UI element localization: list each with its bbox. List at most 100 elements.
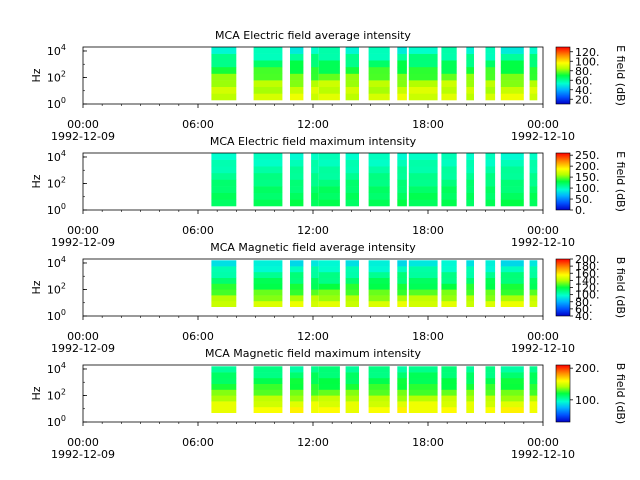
data-segment bbox=[408, 47, 438, 101]
spectral-band bbox=[345, 199, 359, 207]
spectral-band bbox=[500, 401, 524, 408]
spectral-band bbox=[408, 199, 438, 207]
spectral-band bbox=[397, 277, 407, 284]
spectral-band bbox=[408, 377, 438, 384]
spectral-band bbox=[485, 401, 496, 408]
spectral-band bbox=[318, 377, 340, 384]
spectral-band bbox=[211, 271, 237, 278]
spectral-band bbox=[290, 159, 304, 167]
spectral-band bbox=[345, 295, 359, 302]
spectral-band bbox=[345, 300, 359, 307]
spectral-band bbox=[529, 366, 538, 373]
spectral-band bbox=[500, 283, 524, 290]
data-segment bbox=[368, 260, 390, 307]
colorbar-tick-label: 200. bbox=[575, 160, 600, 173]
spectral-band bbox=[368, 406, 390, 413]
spectral-band bbox=[485, 260, 496, 267]
spectral-band bbox=[408, 179, 438, 187]
spectral-band bbox=[466, 53, 474, 61]
x-tick-label: 12:00 bbox=[297, 118, 329, 131]
colorbar-tick-label: 100. bbox=[575, 394, 600, 407]
colorbar-tick-label: 80. bbox=[575, 296, 593, 309]
spectral-band bbox=[397, 260, 407, 267]
spectral-band bbox=[397, 60, 407, 68]
spectral-band bbox=[408, 401, 438, 408]
spectral-band bbox=[253, 166, 283, 174]
spectral-band bbox=[290, 93, 304, 101]
spectral-band bbox=[500, 366, 524, 373]
x-tick-date: 1992-12-09 bbox=[51, 342, 115, 355]
data-segment bbox=[253, 366, 283, 413]
spectral-band bbox=[290, 186, 304, 193]
colorbar-label: B field (dB) bbox=[614, 257, 627, 318]
spectral-band bbox=[253, 271, 283, 278]
spectral-band bbox=[311, 192, 319, 200]
spectral-band bbox=[318, 389, 340, 396]
spectral-band bbox=[368, 179, 390, 187]
spectral-band bbox=[318, 179, 340, 187]
spectral-band bbox=[253, 295, 283, 302]
spectral-band bbox=[466, 406, 474, 413]
spectral-band bbox=[311, 153, 319, 160]
spectral-band bbox=[408, 372, 438, 379]
spectral-band bbox=[253, 53, 283, 61]
spectral-band bbox=[408, 73, 438, 81]
spectral-band bbox=[466, 93, 474, 101]
spectral-band bbox=[318, 66, 340, 74]
spectral-band bbox=[397, 80, 407, 87]
spectral-band bbox=[253, 159, 283, 167]
chart-title: MCA Magnetic field average intensity bbox=[210, 241, 416, 254]
spectral-band bbox=[290, 53, 304, 61]
spectral-band bbox=[311, 300, 319, 307]
spectral-band bbox=[318, 199, 340, 207]
spectral-band bbox=[368, 166, 390, 174]
x-tick-date: 1992-12-09 bbox=[51, 130, 115, 143]
spectral-band bbox=[466, 192, 474, 200]
colorbar: 0.50.100.150.200.250. E field (dB) bbox=[555, 149, 627, 217]
spectral-band bbox=[211, 389, 237, 396]
spectral-band bbox=[529, 86, 538, 94]
spectral-band bbox=[345, 53, 359, 61]
spectral-band bbox=[211, 86, 237, 94]
data-segment bbox=[441, 260, 457, 307]
colorbar: 40.60.80.100.120.140.160.180.200. B field… bbox=[555, 253, 627, 323]
spectral-band bbox=[318, 366, 340, 373]
spectral-band bbox=[290, 271, 304, 278]
spectral-band bbox=[441, 266, 457, 273]
spectral-band bbox=[368, 199, 390, 207]
spectral-band bbox=[500, 186, 524, 193]
spectral-band bbox=[290, 389, 304, 396]
data-segment bbox=[253, 153, 283, 207]
spectral-band bbox=[368, 47, 390, 54]
spectral-band bbox=[253, 260, 283, 267]
spectral-band bbox=[500, 395, 524, 402]
spectral-band bbox=[529, 166, 538, 174]
spectral-band bbox=[311, 179, 319, 187]
spectral-band bbox=[345, 271, 359, 278]
data-segment bbox=[345, 153, 359, 207]
spectral-band bbox=[211, 377, 237, 384]
spectral-band bbox=[466, 383, 474, 390]
spectral-band bbox=[345, 153, 359, 160]
spectral-band bbox=[318, 53, 340, 61]
data-segment bbox=[408, 366, 438, 413]
spectral-band bbox=[485, 289, 496, 296]
spectral-band bbox=[290, 289, 304, 296]
data-segment bbox=[485, 366, 496, 413]
spectral-band bbox=[368, 271, 390, 278]
spectral-band bbox=[529, 383, 538, 390]
spectral-band bbox=[397, 73, 407, 81]
data-segment bbox=[408, 153, 438, 207]
colorbar-tick-label: 80. bbox=[575, 65, 593, 78]
data-segment bbox=[253, 260, 283, 307]
spectral-band bbox=[408, 389, 438, 396]
spectral-band bbox=[500, 66, 524, 74]
spectral-band bbox=[441, 66, 457, 74]
spectral-band bbox=[408, 260, 438, 267]
spectral-band bbox=[211, 300, 237, 307]
data-segment bbox=[318, 153, 340, 207]
spectral-band bbox=[397, 166, 407, 174]
spectral-band bbox=[368, 260, 390, 267]
spectral-band bbox=[397, 283, 407, 290]
data-segment bbox=[311, 47, 319, 101]
